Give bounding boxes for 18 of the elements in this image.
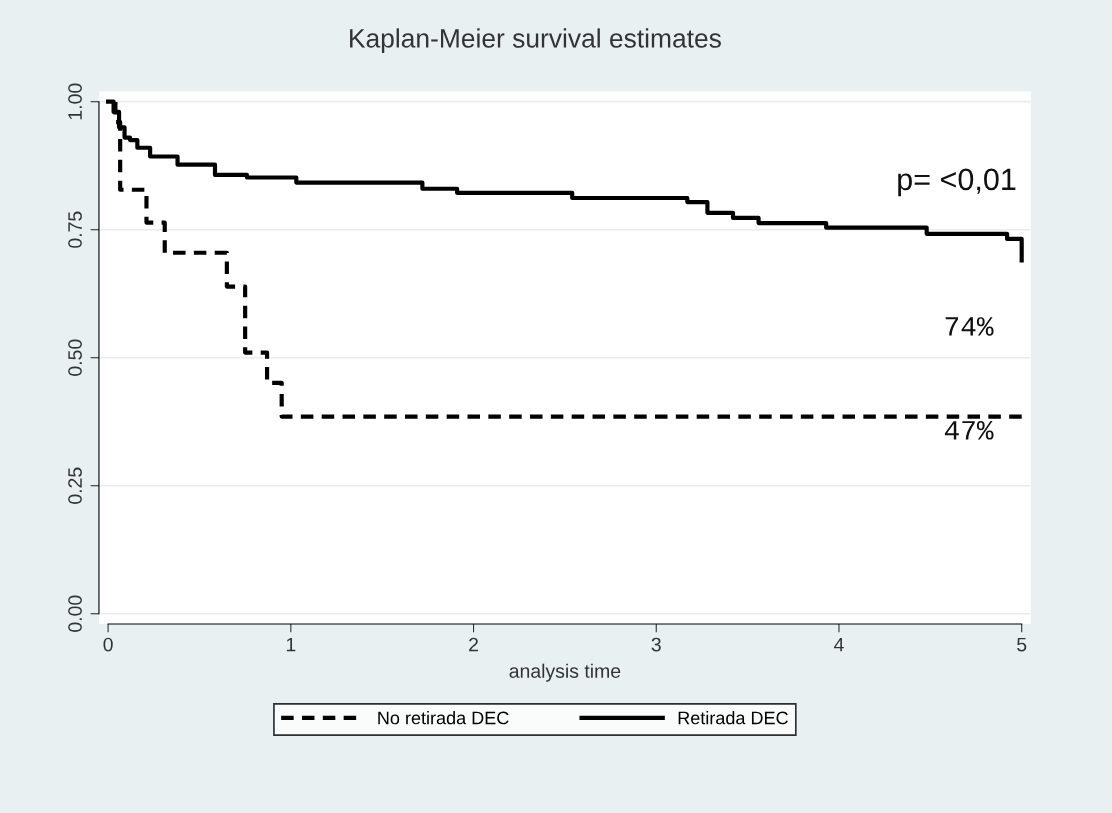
x-tick-label: 3 [651, 637, 661, 652]
legend-label: Retirada DEC [678, 711, 788, 725]
y-tick-label: 0.75 [68, 211, 82, 248]
y-tick-label: 0.25 [68, 467, 82, 504]
x-tick-label: 5 [1017, 637, 1027, 652]
x-tick-label: 4 [834, 637, 844, 652]
x-tick-label: 1 [286, 637, 296, 652]
legend-label: No retirada DEC [378, 711, 509, 725]
annotation: 74% [945, 317, 994, 336]
chart-title: Kaplan-Meier survival estimates [350, 28, 721, 53]
x-axis-title: analysis time [509, 663, 621, 682]
x-tick-label: 2 [469, 637, 478, 652]
y-tick-label: 0.50 [68, 339, 82, 376]
annotation: 47% [944, 421, 994, 440]
y-tick-label: 0.00 [68, 595, 82, 632]
annotation: p= <0,01 [898, 168, 1016, 197]
x-tick-label: 0 [103, 637, 113, 652]
y-tick-label: 1.00 [68, 83, 82, 120]
